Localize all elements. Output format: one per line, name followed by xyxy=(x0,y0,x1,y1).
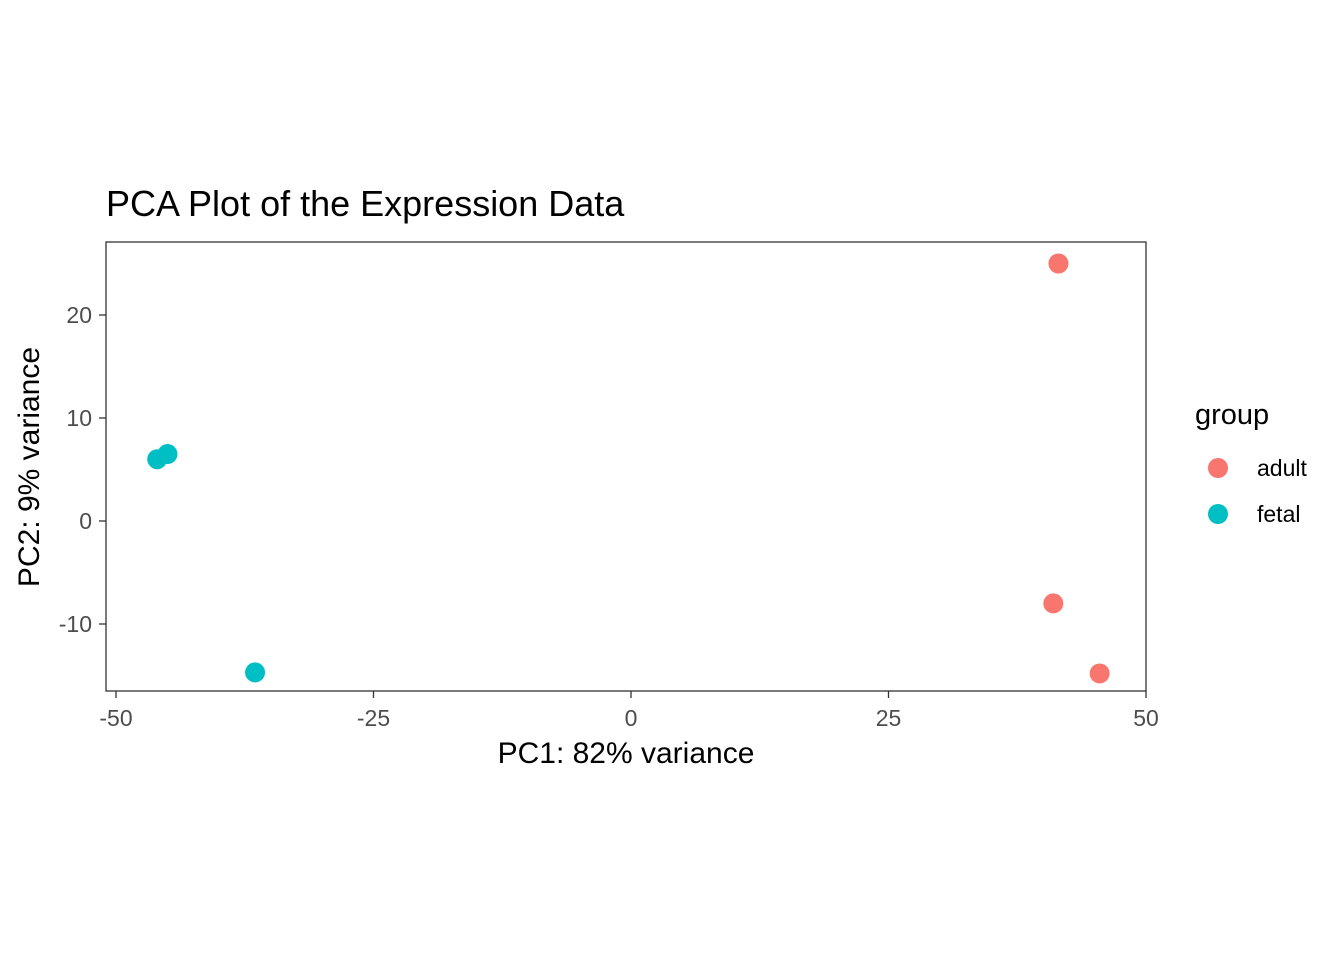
y-axis-label: PC2: 9% variance xyxy=(13,347,46,587)
legend-key-adult xyxy=(1208,458,1228,478)
y-axis: -10 0 10 20 xyxy=(59,302,106,637)
x-axis-label: PC1: 82% variance xyxy=(498,737,755,770)
y-tick-label: 20 xyxy=(66,302,92,328)
data-point-adult xyxy=(1043,593,1064,614)
x-tick-label: 0 xyxy=(625,705,638,731)
x-tick-label: -50 xyxy=(99,705,132,731)
x-axis: -50 -25 0 25 50 xyxy=(99,691,1159,731)
data-point-adult xyxy=(1089,663,1110,684)
plot-panel xyxy=(105,241,1147,692)
data-point-fetal xyxy=(245,662,266,683)
x-tick-label: -25 xyxy=(357,705,390,731)
data-points xyxy=(147,253,1110,684)
y-tick-label: -10 xyxy=(59,611,92,637)
y-tick-label: 10 xyxy=(66,405,92,431)
x-tick-label: 50 xyxy=(1133,705,1159,731)
data-point-fetal xyxy=(157,444,178,465)
legend-key-fetal xyxy=(1208,504,1228,524)
y-tick-label: 0 xyxy=(79,508,92,534)
chart-title: PCA Plot of the Expression Data xyxy=(106,183,625,224)
legend-title: group xyxy=(1195,399,1269,431)
legend-label-adult: adult xyxy=(1257,455,1307,481)
data-point-adult xyxy=(1048,253,1069,274)
x-tick-label: 25 xyxy=(876,705,902,731)
legend-label-fetal: fetal xyxy=(1257,501,1300,527)
legend: group adult fetal xyxy=(1195,399,1307,527)
